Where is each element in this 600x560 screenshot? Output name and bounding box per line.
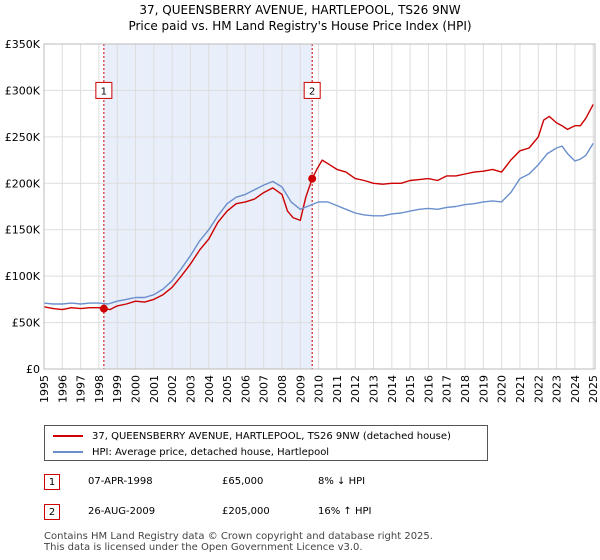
legend-swatch-property <box>53 435 83 437</box>
transaction-hpi-delta: 16% ↑ HPI <box>318 506 372 517</box>
property-price-line <box>43 104 594 311</box>
x-tick-label: 2002 <box>166 375 179 403</box>
footer: Contains HM Land Registry data © Crown c… <box>44 531 433 553</box>
footer-copyright: Contains HM Land Registry data © Crown c… <box>44 531 433 542</box>
y-tick-label: £100K <box>5 270 41 283</box>
x-tick-label: 2013 <box>368 375 381 403</box>
y-tick-label: £50K <box>12 317 41 330</box>
x-tick-label: 2021 <box>514 375 527 403</box>
x-tick-label: 2014 <box>386 375 399 403</box>
transaction-flag-label: 1 <box>101 86 107 97</box>
transaction-date: 07-APR-1998 <box>88 476 153 487</box>
x-tick-label: 2012 <box>349 375 362 403</box>
legend-swatch-hpi <box>53 451 83 453</box>
x-tick-label: 2025 <box>587 375 600 403</box>
plot-frame <box>43 43 596 370</box>
x-tick-label: 2020 <box>496 375 509 403</box>
y-tick-label: £300K <box>5 84 41 97</box>
x-tick-label: 2005 <box>221 375 234 403</box>
x-tick-label: 2023 <box>551 375 564 403</box>
x-tick-label: 2017 <box>441 375 454 403</box>
x-tick-label: 2000 <box>130 375 143 403</box>
x-tick-label: 2003 <box>184 375 197 403</box>
x-tick-label: 2019 <box>477 375 490 403</box>
transaction-row: 2 26-AUG-2009 £205,000 16% ↑ HPI <box>44 504 504 522</box>
legend-item-hpi: HPI: Average price, detached house, Hart… <box>53 444 329 460</box>
sale-point-marker <box>99 304 108 313</box>
x-tick-label: 2024 <box>569 375 582 403</box>
transaction-row: 1 07-APR-1998 £65,000 8% ↓ HPI <box>44 474 504 492</box>
x-tick-label: 2004 <box>203 375 216 403</box>
transaction-price: £65,000 <box>222 476 264 487</box>
x-tick-label: 2010 <box>313 375 326 403</box>
legend-label-hpi: HPI: Average price, detached house, Hart… <box>92 446 330 458</box>
x-tick-label: 1997 <box>75 375 88 403</box>
y-tick-label: £0 <box>26 363 40 376</box>
x-tick-label: 1999 <box>111 375 124 403</box>
sale-point-marker <box>308 174 317 183</box>
ownership-period-shade <box>103 44 313 369</box>
transaction-badge: 2 <box>44 504 60 520</box>
y-tick-label: £250K <box>5 131 41 144</box>
chart: £0 £50K £100K £150K £200K £250K £300K £350K 1995… <box>5 38 600 403</box>
y-tick-label: £350K <box>5 38 41 51</box>
x-tick-label: 2006 <box>239 375 252 403</box>
transaction-badge: 1 <box>44 474 60 490</box>
y-tick-label: £200K <box>5 177 41 190</box>
legend-label-property: 37, QUEENSBERRY AVENUE, HARTLEPOOL, TS26… <box>92 430 451 442</box>
transaction-flag <box>95 81 113 99</box>
transaction-date: 26-AUG-2009 <box>88 506 156 517</box>
hpi-line <box>43 143 594 305</box>
x-tick-label: 2007 <box>258 375 271 403</box>
footer-license: This data is licensed under the Open Gov… <box>44 542 363 553</box>
x-tick-label: 1996 <box>56 375 69 403</box>
chart-title-line1: 37, QUEENSBERRY AVENUE, HARTLEPOOL, TS26… <box>139 3 461 17</box>
x-tick-label: 2001 <box>148 375 161 403</box>
x-tick-label: 2018 <box>459 375 472 403</box>
x-tick-label: 1995 <box>38 375 51 403</box>
transaction-price: £205,000 <box>222 506 270 517</box>
x-tick-label: 2022 <box>532 375 545 403</box>
x-tick-label: 2011 <box>331 375 344 403</box>
x-tick-label: 2015 <box>404 375 417 403</box>
x-tick-label: 2009 <box>294 375 307 403</box>
legend-item-property: 37, QUEENSBERRY AVENUE, HARTLEPOOL, TS26… <box>53 428 451 444</box>
legend: 37, QUEENSBERRY AVENUE, HARTLEPOOL, TS26… <box>44 425 488 461</box>
y-tick-label: £150K <box>5 224 41 237</box>
transaction-flag <box>303 81 321 99</box>
chart-title-line2: Price paid vs. HM Land Registry's House … <box>128 19 472 33</box>
transaction-hpi-delta: 8% ↓ HPI <box>318 476 366 487</box>
transaction-flag-label: 2 <box>309 86 315 97</box>
x-tick-label: 2008 <box>276 375 289 403</box>
x-tick-label: 1998 <box>93 375 106 403</box>
x-tick-label: 2016 <box>422 375 435 403</box>
